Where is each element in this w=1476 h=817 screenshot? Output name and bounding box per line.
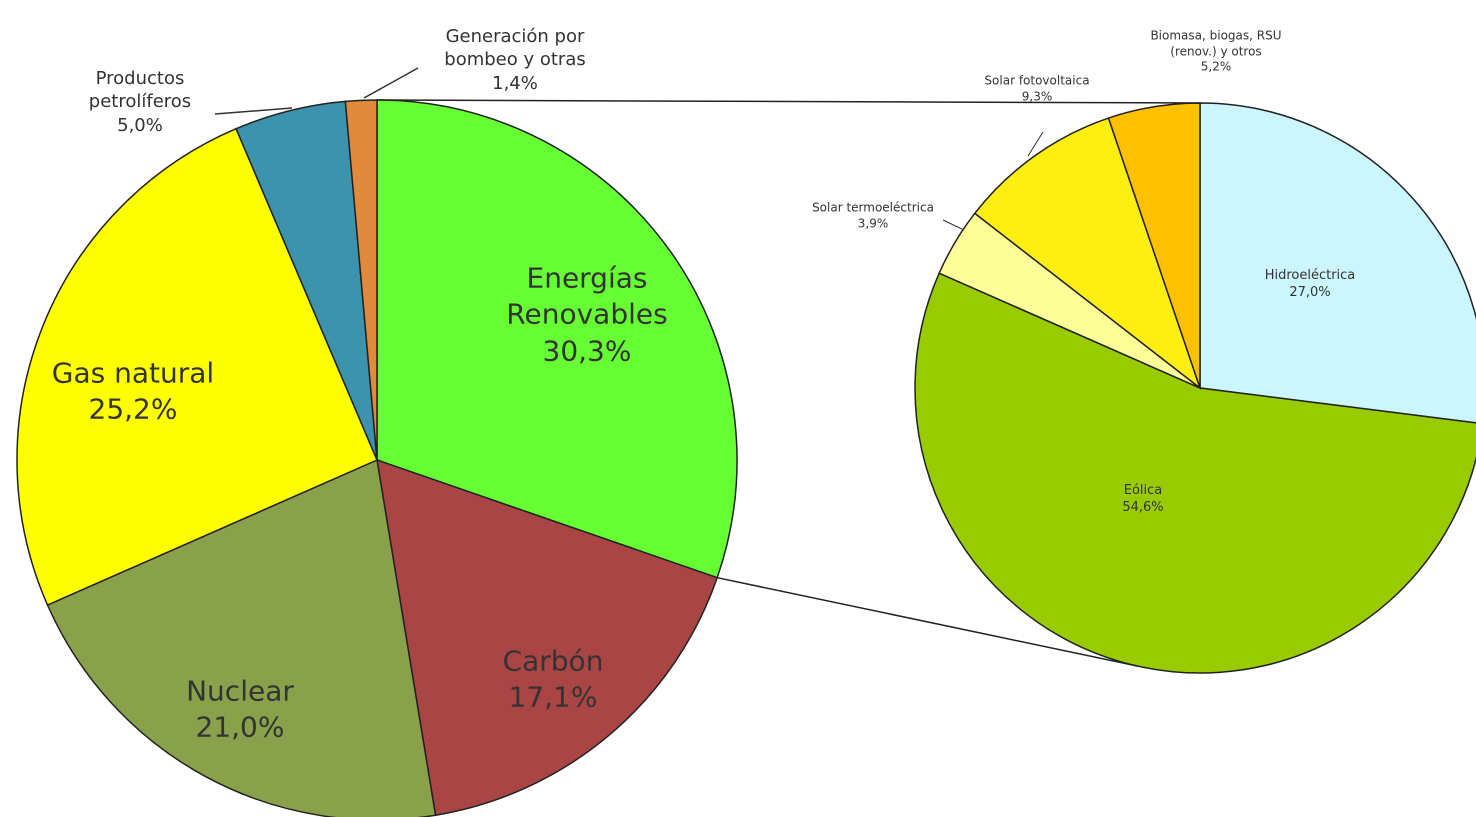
value-label: 1,4%: [492, 72, 538, 94]
connector-line: [376, 99, 1201, 104]
category-label: Biomasa, biogas, RSU (renov.) y otros: [1150, 28, 1282, 59]
leader-line: [363, 67, 419, 99]
category-label: Solar fotovoltaica: [984, 73, 1090, 88]
category-label: Gas natural: [51, 356, 215, 390]
category-label: Hidroeléctrica: [1264, 268, 1356, 284]
slice-label: Solar termoeléctrica 3,9%: [803, 200, 943, 231]
value-label: 17,1%: [508, 681, 598, 714]
value-label: 9,3%: [1021, 89, 1053, 103]
value-label: 21,0%: [195, 711, 285, 744]
category-label: Productos petrolíferos: [88, 67, 192, 113]
slice-label: Eólica 54,6%: [1083, 483, 1203, 517]
value-label: 30,3%: [542, 334, 632, 368]
category-label: Nuclear: [186, 674, 294, 708]
connector-line: [717, 576, 1138, 667]
slice-label: Gas natural 25,2%: [23, 356, 243, 429]
slice-label: Productos petrolíferos 5,0%: [55, 67, 225, 137]
category-label: Generación por bombeo y otras: [444, 25, 586, 71]
pie-slice: [16, 127, 378, 607]
slice-label: Generación por bombeo y otras 1,4%: [420, 25, 610, 95]
category-label: Solar termoeléctrica: [812, 200, 934, 215]
category-label: Eólica: [1123, 483, 1163, 499]
slice-label: Nuclear 21,0%: [140, 674, 340, 747]
slice-label: Energías Renovables 30,3%: [487, 260, 687, 369]
pie-slice: [376, 458, 719, 817]
pie-slice: [973, 117, 1202, 391]
slice-label: Solar fotovoltaica 9,3%: [977, 73, 1097, 104]
leader-line: [214, 107, 293, 115]
value-label: 25,2%: [88, 393, 178, 426]
slice-label: Carbón 17,1%: [453, 644, 653, 717]
pie-slice: [376, 99, 738, 579]
value-label: 3,9%: [857, 216, 889, 230]
category-label: Carbón: [502, 644, 604, 678]
category-label: Energías Renovables: [506, 261, 668, 331]
slice-label: Biomasa, biogas, RSU (renov.) y otros 5,2…: [1146, 29, 1286, 76]
value-label: 54,6%: [1122, 500, 1164, 515]
pie-slice: [46, 458, 437, 817]
value-label: 5,2%: [1200, 59, 1232, 74]
value-label: 5,0%: [117, 114, 163, 136]
pie-slice: [344, 99, 378, 461]
leader-line: [942, 219, 965, 231]
leader-line: [1027, 131, 1044, 157]
slice-label: Hidroeléctrica 27,0%: [1230, 268, 1390, 302]
value-label: 27,0%: [1289, 285, 1331, 300]
pie-slice: [1199, 102, 1476, 424]
